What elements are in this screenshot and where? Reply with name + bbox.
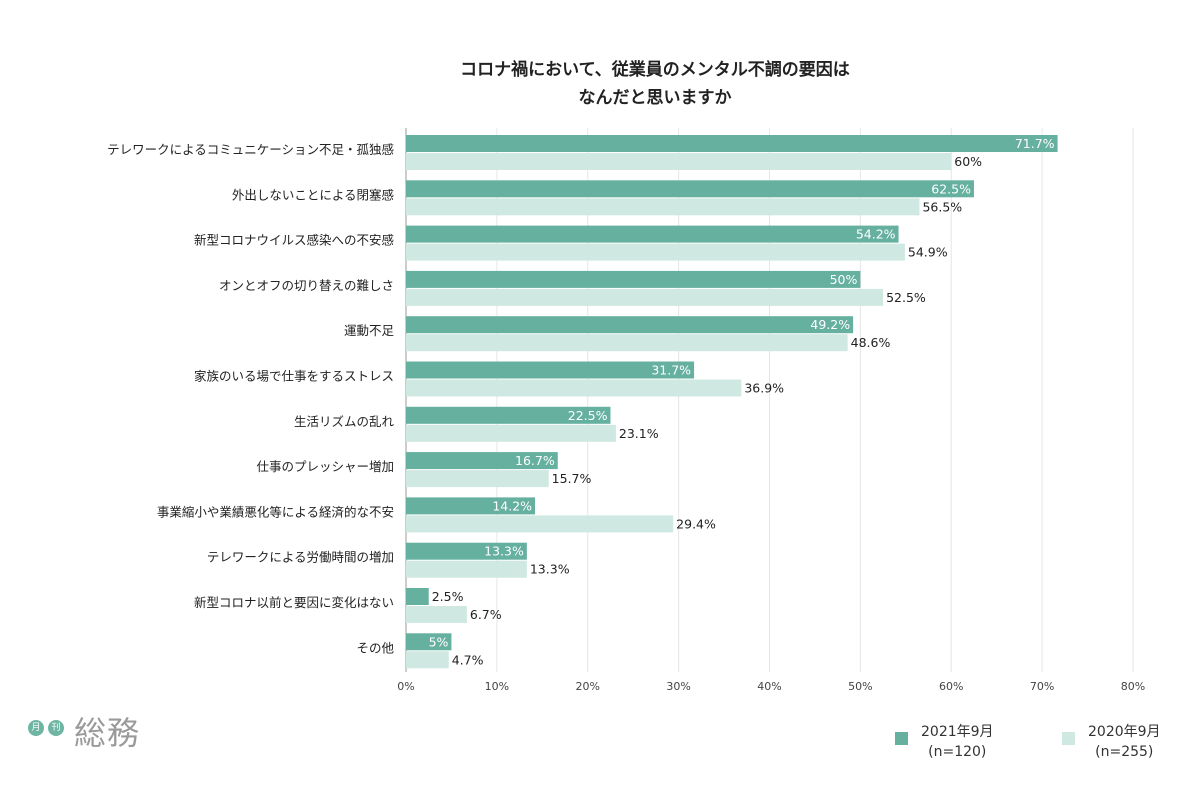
data-label-2021: 50% bbox=[830, 272, 858, 287]
category-label: オンとオフの切り替えの難しさ bbox=[219, 278, 394, 293]
data-label-2020: 52.5% bbox=[886, 290, 926, 305]
chart-title-line-2: なんだと思いますか bbox=[578, 88, 732, 108]
data-label-2021: 16.7% bbox=[515, 453, 555, 468]
x-tick-label: 0% bbox=[397, 680, 414, 693]
x-tick-label: 20% bbox=[576, 680, 600, 693]
category-label: 運動不足 bbox=[344, 323, 395, 338]
bar-2021 bbox=[406, 270, 861, 288]
bar-2020 bbox=[406, 153, 952, 170]
x-tick-label: 40% bbox=[757, 680, 781, 693]
data-label-2020: 15.7% bbox=[552, 471, 592, 486]
data-label-2020: 4.7% bbox=[452, 652, 484, 667]
data-label-2021: 5% bbox=[429, 634, 449, 649]
category-label: 新型コロナウイルス感染への不安感 bbox=[194, 233, 394, 248]
bar-2020 bbox=[406, 515, 674, 533]
data-label-2021: 2.5% bbox=[432, 589, 464, 604]
data-label-2021: 22.5% bbox=[568, 408, 608, 423]
chart-title-line-1: コロナ禍において、従業員のメンタル不調の要因は bbox=[460, 60, 850, 80]
x-tick-label: 10% bbox=[485, 680, 509, 693]
category-label: その他 bbox=[356, 640, 394, 655]
legend-item-2020: 2020年9月 (n=255) bbox=[1062, 722, 1172, 766]
data-label-2020: 60% bbox=[954, 154, 982, 169]
bar-2021 bbox=[406, 542, 527, 560]
x-tick-label: 80% bbox=[1121, 680, 1145, 693]
bar-2021 bbox=[406, 633, 452, 651]
data-label-2020: 48.6% bbox=[851, 335, 891, 350]
legend-item-2021: 2021年9月 (n=120) bbox=[895, 722, 1005, 766]
x-tick-label: 60% bbox=[939, 680, 963, 693]
x-tick-label: 50% bbox=[848, 680, 872, 693]
data-label-2020: 13.3% bbox=[530, 562, 570, 577]
bar-2020 bbox=[406, 334, 848, 352]
bar-chart: 0% 10% 20% 30% 40% 50% 60% 70% 80% テレワークによるコミュニケー… bbox=[107, 128, 1145, 693]
bar-2021 bbox=[406, 406, 611, 424]
bar-2021 bbox=[406, 225, 899, 243]
bar-2020 bbox=[406, 606, 467, 623]
logo-mark-left: 月 bbox=[28, 720, 44, 736]
data-label-2021: 54.2% bbox=[856, 227, 896, 242]
bar-2020 bbox=[406, 198, 920, 216]
data-label-2021: 13.3% bbox=[484, 544, 524, 559]
legend-label-2021: 2021年9月 bbox=[921, 724, 994, 740]
category-label: 仕事のプレッシャー増加 bbox=[256, 459, 394, 474]
data-label-2020: 56.5% bbox=[922, 199, 962, 214]
legend-note-2021: (n=120) bbox=[928, 744, 987, 760]
data-label-2020: 54.9% bbox=[908, 245, 948, 260]
category-label: 外出しないことによる閉塞感 bbox=[232, 187, 394, 202]
legend-label-2020: 2020年9月 bbox=[1088, 724, 1161, 740]
data-label-2020: 36.9% bbox=[744, 381, 784, 396]
bar-2020 bbox=[406, 243, 905, 261]
data-label-2021: 71.7% bbox=[1015, 136, 1055, 151]
category-label: 家族のいる場で仕事をするストレス bbox=[194, 369, 394, 384]
bar-2020 bbox=[406, 424, 616, 442]
bar-2020 bbox=[406, 651, 449, 669]
x-tick-label: 70% bbox=[1030, 680, 1054, 693]
bar-2021 bbox=[406, 316, 854, 334]
legend-swatch-2020 bbox=[1062, 732, 1075, 745]
data-label-2020: 29.4% bbox=[676, 516, 716, 531]
data-label-2020: 23.1% bbox=[619, 426, 659, 441]
data-label-2021: 31.7% bbox=[651, 363, 691, 378]
legend-note-2020: (n=255) bbox=[1095, 744, 1154, 760]
logo-mark-right: 刊 bbox=[48, 720, 64, 736]
category-label: 新型コロナ以前と要因に変化はない bbox=[194, 595, 394, 610]
data-label-2020: 6.7% bbox=[470, 607, 502, 622]
legend-swatch-2021 bbox=[895, 732, 908, 745]
category-label: テレワークによるコミュニケーション不足・孤独感 bbox=[107, 142, 394, 157]
x-tick-label: 30% bbox=[666, 680, 690, 693]
bar-2021 bbox=[406, 588, 429, 605]
data-label-2021: 49.2% bbox=[810, 317, 850, 332]
bar-2020 bbox=[406, 470, 549, 488]
bar-2021 bbox=[406, 361, 695, 379]
category-label: 事業縮小や業績悪化等による経済的な不安 bbox=[157, 504, 394, 519]
bar-2020 bbox=[406, 379, 742, 397]
bar-2021 bbox=[406, 452, 558, 470]
bar-2020 bbox=[406, 288, 884, 306]
chart-title: コロナ禍において、従業員のメンタル不調の要因は なんだと思いますか bbox=[0, 56, 1200, 112]
logo-word: 総務 bbox=[74, 714, 141, 752]
bar-2021 bbox=[406, 135, 1058, 152]
category-label: 生活リズムの乱れ bbox=[294, 414, 395, 429]
category-label: テレワークによる労働時間の増加 bbox=[207, 550, 394, 565]
bar-2021 bbox=[406, 180, 974, 198]
bar-2020 bbox=[406, 560, 527, 578]
bar-2021 bbox=[406, 497, 536, 515]
data-label-2021: 62.5% bbox=[931, 181, 971, 196]
data-label-2021: 14.2% bbox=[492, 498, 532, 513]
